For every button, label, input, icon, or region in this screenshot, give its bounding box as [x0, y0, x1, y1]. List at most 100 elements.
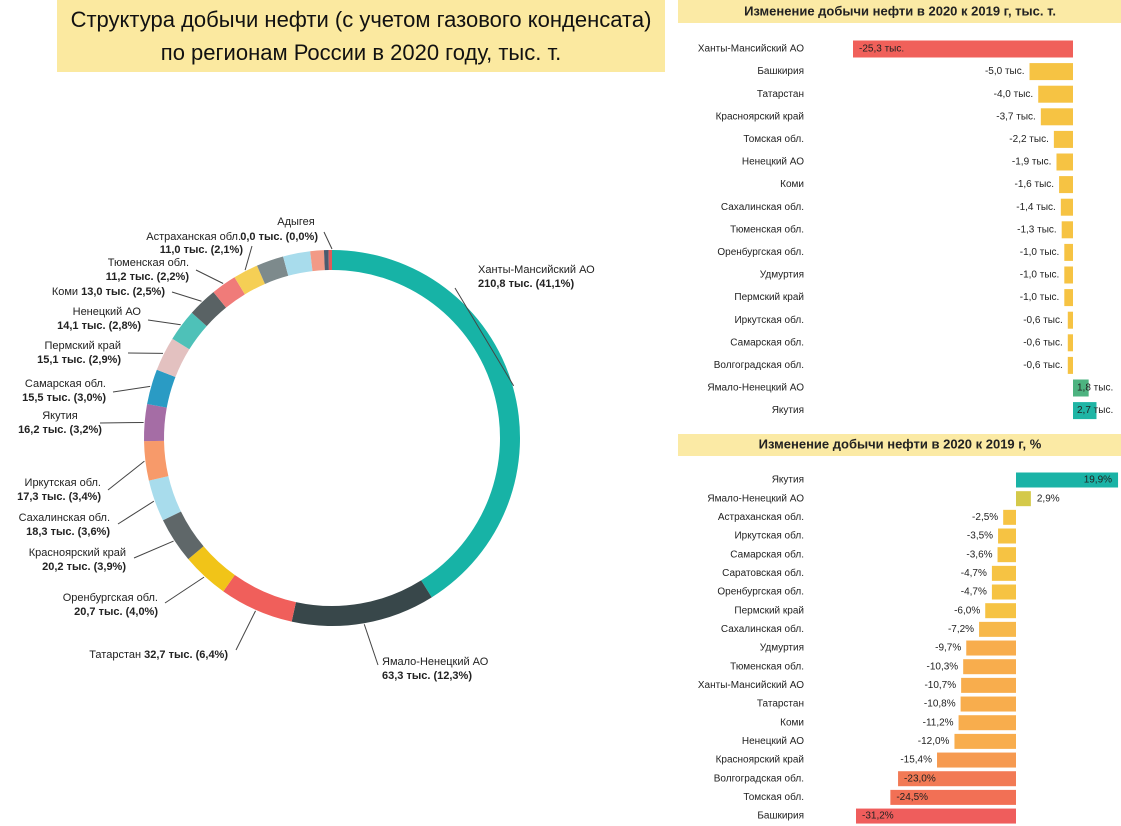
- donut-slice: [188, 546, 235, 592]
- bar: [1073, 379, 1089, 397]
- category-label: Башкирия: [757, 66, 804, 77]
- value-label: 11,2 тыс. (2,2%): [106, 271, 190, 283]
- category-label: Оренбургская обл.: [717, 586, 804, 598]
- value-label: 63,3 тыс. (12,3%): [382, 670, 472, 682]
- donut-slice: [191, 292, 227, 327]
- category-label: Волгоградская обл.: [714, 772, 804, 784]
- value-label: -0,6 тыс.: [1023, 360, 1063, 371]
- category-label: Ханты-Мансийский АО: [698, 44, 804, 55]
- value-label: -15,4%: [900, 755, 932, 766]
- donut-slice: [162, 511, 204, 560]
- category-label: Ханты-Мансийский АО: [478, 264, 595, 276]
- bar: [1029, 63, 1073, 81]
- value-label: -1,0 тыс.: [1020, 247, 1060, 258]
- category-label: Пермский край: [734, 292, 804, 303]
- value-label: 2,7 тыс.: [1077, 405, 1113, 416]
- value-label: 16,2 тыс. (3,2%): [18, 424, 102, 436]
- value-label: 20,7 тыс. (4,0%): [74, 606, 158, 618]
- category-label: Ненецкий АО: [742, 157, 804, 168]
- donut-slice: [156, 338, 190, 378]
- value-label: -10,8%: [924, 699, 956, 710]
- donut-slice: [234, 265, 265, 295]
- value-label: -1,9 тыс.: [1012, 157, 1052, 168]
- bar: [1064, 243, 1073, 261]
- value-label: -9,7%: [935, 643, 961, 654]
- category-label: Адыгея: [277, 216, 315, 228]
- donut-slice: [310, 250, 325, 272]
- value-label: -6,0%: [954, 605, 980, 616]
- bar: [1061, 221, 1073, 239]
- category-label: Удмуртия: [760, 643, 804, 654]
- category-label: Ненецкий АО: [742, 736, 804, 747]
- category-label: Якутия: [772, 475, 804, 486]
- bar: [1067, 334, 1073, 352]
- bar: [991, 584, 1016, 600]
- category-label: Пермский край: [44, 340, 121, 352]
- bar: [1016, 472, 1119, 488]
- leader-line: [323, 231, 333, 250]
- category-label: Волгоградская обл.: [714, 359, 804, 371]
- value-label: -3,7 тыс.: [996, 111, 1036, 122]
- category-label: Ямало-Ненецкий АО: [707, 493, 804, 504]
- bar: [853, 40, 1073, 58]
- category-label: Красноярский край: [716, 755, 804, 766]
- value-label: 19,9%: [1084, 475, 1112, 486]
- category-label: Якутия: [42, 410, 78, 422]
- leader-line: [112, 385, 151, 393]
- category-label: Ямало-Ненецкий АО: [707, 383, 804, 394]
- bar: [1059, 176, 1073, 194]
- leader-line: [117, 500, 155, 525]
- donut-slice: [283, 251, 313, 276]
- bar: [1003, 509, 1016, 525]
- donut-slice: [323, 250, 329, 271]
- category-label: Удмуртия: [760, 270, 804, 281]
- category-label: Астраханская обл.: [146, 231, 241, 243]
- category-label: Тюменская обл.: [730, 223, 804, 235]
- bar: [1056, 153, 1073, 171]
- value-label: -7,2%: [948, 624, 974, 635]
- category-label: Якутия: [772, 405, 804, 416]
- leader-line: [99, 421, 144, 424]
- donut-slice: [291, 580, 432, 626]
- donut-slice: [328, 250, 332, 271]
- bar: [1067, 356, 1073, 374]
- value-label: -0,6 тыс.: [1023, 337, 1063, 348]
- value-label: -3,6%: [966, 549, 992, 560]
- value-label: -1,6 тыс.: [1015, 179, 1055, 190]
- category-label: Самарская обл.: [730, 336, 804, 348]
- category-label: Коми: [780, 179, 804, 190]
- bar-title: Изменение добычи нефти в 2020 к 2019 г, …: [759, 436, 1042, 451]
- category-label: Тюменская обл.: [730, 660, 804, 672]
- bar: [1064, 266, 1073, 284]
- value-label: 2,9%: [1037, 493, 1060, 504]
- leader-line: [244, 245, 253, 271]
- category-label: Красноярский край: [29, 547, 126, 559]
- leader-line: [195, 269, 224, 284]
- bar: [1038, 85, 1073, 103]
- bar: [958, 715, 1016, 731]
- bar: [1067, 311, 1073, 329]
- value-label: -1,3 тыс.: [1017, 224, 1057, 235]
- value-label: 18,3 тыс. (3,6%): [26, 526, 110, 538]
- value-label: 32,7 тыс. (6,4%): [144, 649, 228, 661]
- value-label: -1,0 тыс.: [1020, 270, 1060, 281]
- value-label: 14,1 тыс. (2,8%): [57, 320, 141, 332]
- category-label: Татарстан: [757, 699, 804, 710]
- donut-slice: [148, 476, 181, 521]
- category-label: Тюменская обл.: [108, 257, 189, 269]
- header-band: [678, 434, 1121, 456]
- category-label: Иркутская обл.: [25, 477, 101, 489]
- leader-line: [164, 576, 205, 604]
- category-label: Ямало-Ненецкий АО: [382, 656, 489, 668]
- value-label: 17,3 тыс. (3,4%): [17, 491, 101, 503]
- category-label: Оренбургская обл.: [717, 246, 804, 258]
- bar: [960, 696, 1016, 712]
- bar: [1060, 198, 1073, 216]
- bar-title: Изменение добычи нефти в 2020 к 2019 г, …: [744, 3, 1056, 18]
- value-label: -10,7%: [924, 680, 956, 691]
- category-label: Оренбургская обл.: [63, 592, 158, 604]
- category-label: Ханты-Мансийский АО: [698, 680, 804, 691]
- bar: [937, 752, 1016, 768]
